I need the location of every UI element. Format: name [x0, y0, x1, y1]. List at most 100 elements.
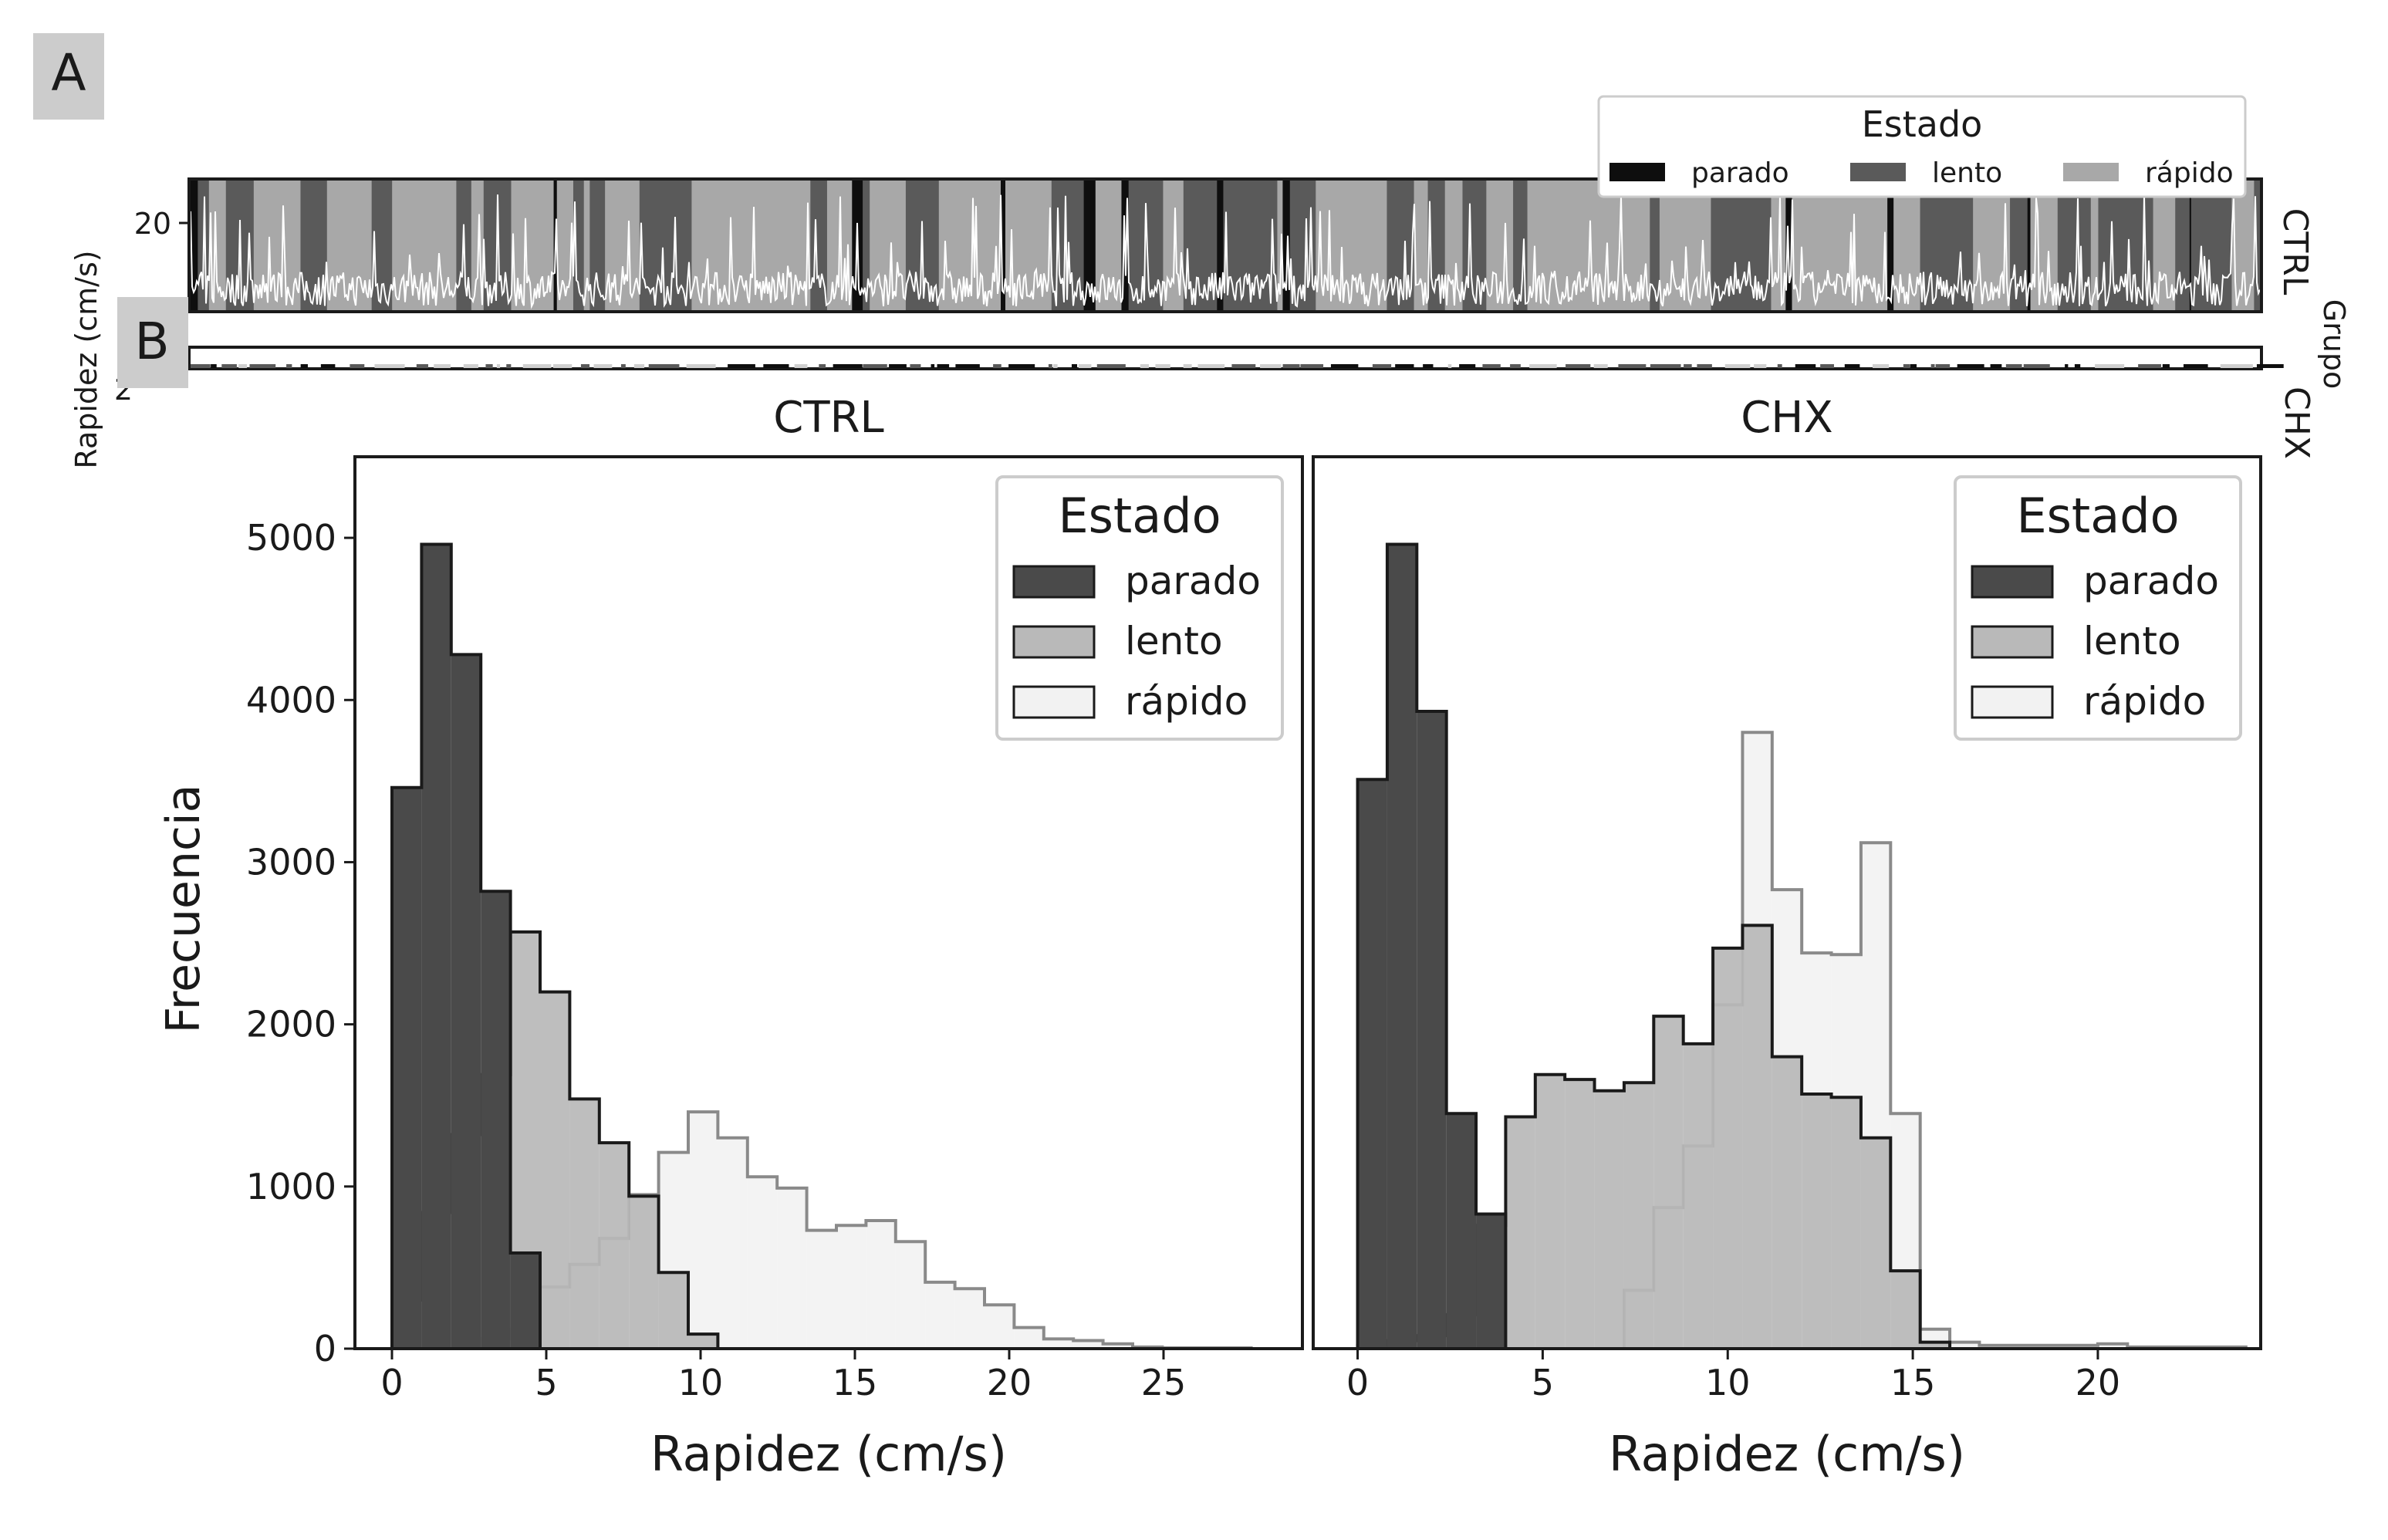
chx-bar-lento-17	[1860, 1137, 1891, 1349]
chx-state-band	[374, 364, 405, 368]
chx-bar-lento-13	[1742, 925, 1772, 1349]
chx-state-band	[1140, 364, 1149, 368]
hist-chx-bars	[1356, 542, 2248, 1349]
chx-series-1	[1356, 924, 1952, 1349]
chx-state-band	[580, 364, 590, 368]
ctrl-bar-rapido-7	[688, 1112, 718, 1349]
chx-state-band	[2256, 364, 2284, 368]
chx-state-band	[1990, 364, 2002, 368]
chx-bar-lento-19	[1920, 1342, 1951, 1349]
top-chx-track	[187, 346, 2284, 370]
ctrl-bar-lento-5	[540, 991, 570, 1349]
chx-state-band	[993, 364, 1001, 368]
hist-y-axis-label: Frecuencia	[157, 785, 211, 1034]
ctrl-bar-lento-7	[599, 1143, 630, 1349]
chx-bar-lento-12	[1713, 947, 1743, 1349]
chx-state-band	[1754, 364, 1767, 368]
ctrl-state-band	[1579, 181, 1590, 310]
chx-state-band	[1650, 364, 1681, 368]
chx-bar-rapido-16	[2097, 1343, 2128, 1349]
chx-state-band	[931, 364, 935, 368]
hist-chx-legend-label-rapido: rápido	[2083, 679, 2206, 724]
chx-state-band	[1930, 364, 1935, 368]
chx-state-band	[485, 364, 493, 368]
ctrl-state-band	[1676, 181, 1694, 310]
chx-state-band	[221, 364, 237, 368]
ctrl-bar-parado-2	[451, 654, 481, 1349]
chx-state-band	[416, 364, 428, 368]
ctrl-state-band	[1596, 181, 1615, 310]
chx-x-tick-label: 10	[1705, 1362, 1751, 1403]
chx-state-band	[496, 364, 501, 368]
row-label-ctrl: CTRL	[2275, 208, 2315, 296]
chx-state-bands	[191, 364, 2284, 368]
chx-state-band	[463, 364, 478, 368]
ctrl-state-band	[1838, 181, 1844, 310]
ctrl-state-band	[1001, 181, 1005, 310]
chx-state-band	[1447, 364, 1452, 368]
ctrl-state-band	[2010, 181, 2028, 310]
chx-state-band	[1183, 364, 1192, 368]
chx-bar-lento-10	[1653, 1016, 1684, 1349]
chx-state-band	[191, 364, 211, 368]
ctrl-bar-rapido-11	[806, 1230, 836, 1349]
ctrl-state-band	[1973, 181, 1988, 310]
ctrl-state-band	[773, 181, 788, 310]
ctrl-state-band	[630, 181, 640, 310]
ctrl-state-band	[1920, 181, 1930, 310]
chx-bar-rapido-15	[2068, 1345, 2098, 1349]
ctrl-state-band	[2168, 181, 2176, 310]
hist-ctrl-bars	[390, 542, 1253, 1349]
ctrl-bar-rapido-8	[718, 1137, 748, 1349]
hist-ctrl: CTRL 0 5 10 15 20 25 0 1000 2000 3000 4000 5000 Rap…	[246, 393, 1304, 1482]
chx-state-band	[1231, 364, 1256, 368]
hist-ctrl-x-axis-label: Rapidez (cm/s)	[650, 1426, 1007, 1482]
chx-outline-parado	[1356, 542, 1508, 1349]
chx-bar-lento-16	[1831, 1097, 1861, 1349]
hist-ctrl-legend-label-rapido: rápido	[1125, 679, 1248, 724]
chx-state-band	[1795, 364, 1816, 368]
chx-state-band	[833, 364, 863, 368]
chx-state-band	[1618, 364, 1647, 368]
ctrl-x-tick-label: 10	[678, 1362, 724, 1403]
hist-chx-frame	[1312, 455, 2262, 1350]
top-legend-swatch-parado	[1609, 163, 1665, 181]
ctrl-bar-lento-8	[629, 1196, 659, 1349]
ctrl-state-band	[1705, 181, 1711, 310]
chx-state-band	[1844, 364, 1860, 368]
hist-ctrl-legend-swatch-parado	[1012, 565, 1096, 599]
top-legend-label-lento: lento	[1932, 157, 2002, 189]
chx-state-band	[1372, 364, 1392, 368]
chx-state-band	[1300, 364, 1324, 368]
ctrl-state-band	[1692, 181, 1707, 310]
chx-state-band	[2220, 364, 2253, 368]
hist-ctrl-legend-swatch-lento	[1012, 625, 1096, 659]
ctrl-bar-lento-6	[569, 1099, 600, 1349]
chx-bar-parado-1	[1387, 544, 1417, 1349]
chx-state-band	[1777, 364, 1782, 368]
ctrl-state-band	[1589, 181, 1598, 310]
hist-chx-axes: 0 5 10 15 20	[1346, 1349, 2120, 1403]
ctrl-state-band	[583, 181, 590, 310]
chx-state-band	[633, 364, 645, 368]
chx-bar-rapido-14	[2038, 1345, 2069, 1349]
hist-chx-legend-swatch-lento	[1971, 625, 2054, 659]
chx-state-band	[1566, 364, 1591, 368]
chx-state-band	[955, 364, 980, 368]
chx-series-0	[1356, 542, 1508, 1349]
panel-b-label: B	[134, 312, 169, 371]
hist-chx: CHX 0 5 10 15 20 Rapidez (cm/s) Estado parad…	[1312, 393, 2262, 1482]
chx-state-band	[1724, 364, 1751, 368]
ctrl-speed-trace	[191, 194, 2260, 309]
chx-state-band	[1684, 364, 1692, 368]
chx-state-band	[1820, 364, 1834, 368]
ctrl-state-band	[191, 181, 198, 310]
ctrl-state-band	[852, 181, 860, 310]
hist-ctrl-axes: 0 5 10 15 20 25 0 1000 2000 3000 4000 5000	[246, 517, 1186, 1403]
top-y-tick-label: 20	[134, 207, 171, 241]
ctrl-bar-parado-4	[510, 1252, 540, 1349]
hist-ctrl-legend-title: Estado	[1058, 488, 1221, 544]
chx-state-band	[819, 364, 826, 368]
ctrl-state-band	[1003, 181, 1006, 310]
chx-state-band	[937, 364, 950, 368]
